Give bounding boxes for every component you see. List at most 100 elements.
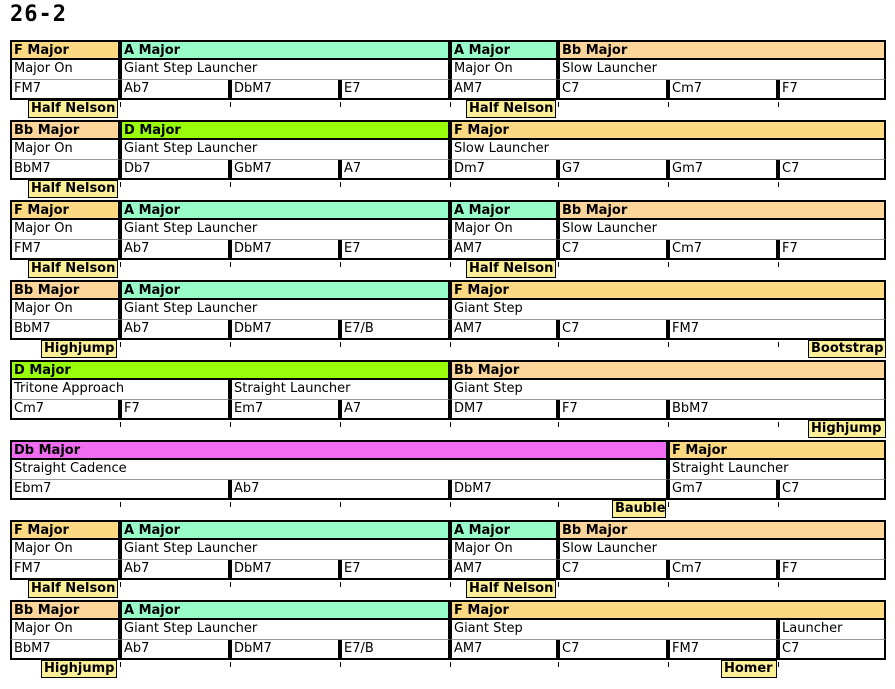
chord-cell[interactable]: Ab7 [120, 560, 230, 580]
key-label-f-major[interactable]: F Major [668, 440, 886, 460]
chord-cell[interactable]: AM7 [450, 640, 558, 660]
chord-cell[interactable]: Ab7 [230, 480, 450, 500]
chord-cell[interactable]: FM7 [668, 320, 886, 340]
key-label-a-major[interactable]: A Major [120, 600, 450, 620]
brick-major-on[interactable]: Major On [10, 300, 120, 320]
chord-cell[interactable]: G7 [558, 160, 668, 180]
chord-cell[interactable]: Ab7 [120, 240, 230, 260]
chord-cell[interactable]: F7 [120, 400, 230, 420]
brick-giant-step-launcher[interactable]: Giant Step Launcher [120, 220, 450, 240]
brick-major-on[interactable]: Major On [450, 540, 558, 560]
chord-cell[interactable]: E7 [340, 560, 450, 580]
brick-slow-launcher[interactable]: Slow Launcher [558, 60, 886, 80]
brick-slow-launcher[interactable]: Slow Launcher [558, 220, 886, 240]
key-label-d-major[interactable]: D Major [10, 360, 450, 380]
chord-cell[interactable]: C7 [558, 80, 668, 100]
chord-cell[interactable]: Ab7 [120, 320, 230, 340]
join-highjump[interactable]: Highjump [41, 660, 117, 678]
key-label-a-major[interactable]: A Major [450, 200, 558, 220]
chord-cell[interactable]: DbM7 [230, 80, 340, 100]
key-label-bb-major[interactable]: Bb Major [10, 600, 120, 620]
chord-cell[interactable]: Cm7 [668, 560, 778, 580]
join-half-nelson[interactable]: Half Nelson [28, 580, 118, 598]
key-label-db-major[interactable]: Db Major [10, 440, 668, 460]
chord-cell[interactable]: Em7 [230, 400, 340, 420]
chord-cell[interactable]: BbM7 [10, 320, 120, 340]
brick-straight-cadence[interactable]: Straight Cadence [10, 460, 668, 480]
chord-cell[interactable]: C7 [558, 320, 668, 340]
join-half-nelson[interactable]: Half Nelson [466, 580, 556, 598]
brick-major-on[interactable]: Major On [450, 220, 558, 240]
chord-cell[interactable]: Cm7 [10, 400, 120, 420]
chord-cell[interactable]: AM7 [450, 320, 558, 340]
key-label-d-major[interactable]: D Major [120, 120, 450, 140]
brick-major-on[interactable]: Major On [10, 60, 120, 80]
chord-cell[interactable]: DM7 [450, 400, 558, 420]
brick-giant-step[interactable]: Giant Step [450, 380, 886, 400]
chord-cell[interactable]: Gm7 [668, 480, 778, 500]
chord-cell[interactable]: E7 [340, 80, 450, 100]
join-half-nelson[interactable]: Half Nelson [28, 260, 118, 278]
chord-cell[interactable]: DbM7 [230, 320, 340, 340]
brick-major-on[interactable]: Major On [10, 620, 120, 640]
chord-cell[interactable]: Dm7 [450, 160, 558, 180]
brick-straight-launcher[interactable]: Straight Launcher [668, 460, 886, 480]
chord-cell[interactable]: BbM7 [10, 160, 120, 180]
join-half-nelson[interactable]: Half Nelson [28, 100, 118, 118]
brick-tritone-approach[interactable]: Tritone Approach [10, 380, 230, 400]
key-label-bb-major[interactable]: Bb Major [558, 40, 886, 60]
join-half-nelson[interactable]: Half Nelson [466, 100, 556, 118]
chord-cell[interactable]: Ab7 [120, 640, 230, 660]
chord-cell[interactable]: C7 [558, 640, 668, 660]
key-label-f-major[interactable]: F Major [10, 40, 120, 60]
chord-cell[interactable]: Cm7 [668, 80, 778, 100]
join-bootstrap[interactable]: Bootstrap [808, 340, 886, 358]
chord-cell[interactable]: C7 [778, 640, 886, 660]
brick-major-on[interactable]: Major On [10, 540, 120, 560]
brick-giant-step-launcher[interactable]: Giant Step Launcher [120, 540, 450, 560]
key-label-a-major[interactable]: A Major [120, 40, 450, 60]
brick-giant-step[interactable]: Giant Step [450, 620, 778, 640]
chord-cell[interactable]: E7 [340, 240, 450, 260]
chord-cell[interactable]: F7 [778, 560, 886, 580]
chord-cell[interactable]: BbM7 [668, 400, 886, 420]
chord-cell[interactable]: FM7 [10, 240, 120, 260]
chord-cell[interactable]: DbM7 [230, 240, 340, 260]
chord-cell[interactable]: A7 [340, 400, 450, 420]
brick-giant-step-launcher[interactable]: Giant Step Launcher [120, 620, 450, 640]
chord-cell[interactable]: BbM7 [10, 640, 120, 660]
brick-straight-launcher[interactable]: Straight Launcher [230, 380, 450, 400]
chord-cell[interactable]: E7/B [340, 640, 450, 660]
key-label-f-major[interactable]: F Major [450, 600, 886, 620]
key-label-a-major[interactable]: A Major [120, 520, 450, 540]
chord-cell[interactable]: Gm7 [668, 160, 778, 180]
join-homer[interactable]: Homer [721, 660, 777, 678]
chord-cell[interactable]: F7 [558, 400, 668, 420]
key-label-bb-major[interactable]: Bb Major [10, 120, 120, 140]
chord-cell[interactable]: C7 [558, 240, 668, 260]
join-highjump[interactable]: Highjump [808, 420, 886, 438]
chord-cell[interactable]: F7 [778, 80, 886, 100]
chord-cell[interactable]: A7 [340, 160, 450, 180]
chord-cell[interactable]: C7 [778, 480, 886, 500]
join-half-nelson[interactable]: Half Nelson [28, 180, 118, 198]
brick-major-on[interactable]: Major On [10, 220, 120, 240]
chord-cell[interactable]: AM7 [450, 240, 558, 260]
brick-major-on[interactable]: Major On [10, 140, 120, 160]
chord-cell[interactable]: AM7 [450, 560, 558, 580]
chord-cell[interactable]: F7 [778, 240, 886, 260]
key-label-a-major[interactable]: A Major [450, 520, 558, 540]
chord-cell[interactable]: Cm7 [668, 240, 778, 260]
chord-cell[interactable]: GbM7 [230, 160, 340, 180]
brick-slow-launcher[interactable]: Slow Launcher [558, 540, 886, 560]
key-label-a-major[interactable]: A Major [120, 200, 450, 220]
join-half-nelson[interactable]: Half Nelson [466, 260, 556, 278]
brick-launcher[interactable]: Launcher [778, 620, 886, 640]
chord-cell[interactable]: FM7 [668, 640, 778, 660]
chord-cell[interactable]: Ebm7 [10, 480, 230, 500]
key-label-bb-major[interactable]: Bb Major [558, 520, 886, 540]
key-label-f-major[interactable]: F Major [10, 200, 120, 220]
chord-cell[interactable]: FM7 [10, 80, 120, 100]
brick-giant-step-launcher[interactable]: Giant Step Launcher [120, 60, 450, 80]
chord-cell[interactable]: DbM7 [230, 560, 340, 580]
